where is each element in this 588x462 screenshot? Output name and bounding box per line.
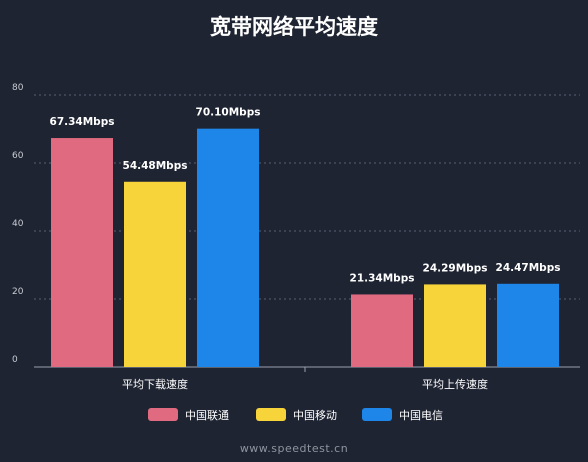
bar-value-label: 21.34Mbps bbox=[350, 272, 415, 284]
legend-label: 中国联通 bbox=[185, 409, 229, 422]
x-category-label: 平均上传速度 bbox=[422, 377, 488, 391]
bar-value-label: 67.34Mbps bbox=[50, 116, 115, 128]
legend-swatch bbox=[148, 408, 178, 421]
bar bbox=[124, 181, 186, 367]
bar bbox=[497, 283, 559, 367]
legend-label: 中国移动 bbox=[293, 409, 337, 422]
bar bbox=[351, 294, 413, 367]
y-tick-label: 40 bbox=[12, 219, 24, 229]
value-labels: 67.34Mbps 54.48Mbps 70.10Mbps 21.34Mbps 24.2… bbox=[50, 107, 561, 285]
legend-label: 中国电信 bbox=[399, 409, 443, 422]
y-tick-label: 60 bbox=[12, 151, 24, 161]
chart-title: 宽带网络平均速度 bbox=[210, 15, 378, 39]
x-category-label: 平均下载速度 bbox=[122, 377, 188, 391]
legend-swatch bbox=[256, 408, 286, 421]
bars bbox=[51, 128, 559, 367]
y-tick-label: 80 bbox=[12, 83, 24, 93]
bar-value-label: 24.47Mbps bbox=[496, 262, 561, 274]
y-tick-label: 20 bbox=[12, 287, 24, 297]
bar bbox=[51, 138, 113, 367]
x-axis-categories: 平均下载速度 平均上传速度 bbox=[122, 367, 488, 391]
bar-value-label: 24.29Mbps bbox=[423, 262, 488, 274]
footer-watermark: www.speedtest.cn bbox=[240, 442, 348, 455]
bar-value-label: 54.48Mbps bbox=[123, 160, 188, 172]
bar-value-label: 70.10Mbps bbox=[196, 107, 261, 119]
y-axis-ticks: 0 20 40 60 80 bbox=[12, 83, 24, 365]
legend-swatch bbox=[362, 408, 392, 421]
bar bbox=[197, 128, 259, 367]
y-tick-label: 0 bbox=[12, 355, 18, 365]
legend: 中国联通 中国移动 中国电信 bbox=[148, 408, 443, 422]
bar bbox=[424, 284, 486, 367]
